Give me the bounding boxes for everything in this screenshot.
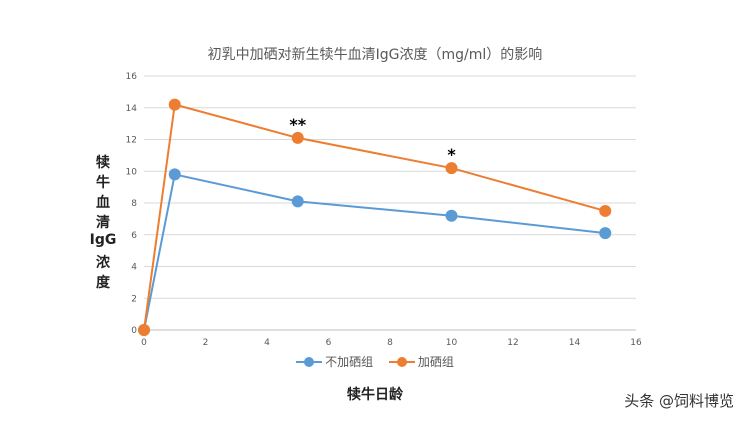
y-tick-label: 0: [131, 326, 137, 336]
y-tick-label: 6: [131, 231, 137, 241]
series-line-1: [143, 103, 606, 331]
data-point: [599, 227, 612, 240]
legend-label: 不加硒组: [325, 355, 374, 369]
watermark: 头条 @饲料博览: [624, 392, 734, 410]
y-axis-label-char: 牛: [96, 175, 110, 191]
x-tick-label: 14: [569, 338, 581, 348]
y-tick-label: 14: [126, 104, 138, 114]
legend-label: 加硒组: [417, 355, 454, 369]
y-tick-label: 10: [126, 167, 138, 177]
y-tick-label: 4: [131, 263, 137, 273]
y-axis-label-char: 浓: [96, 255, 110, 271]
x-tick-label: 2: [203, 338, 209, 348]
series-line-0: [143, 173, 606, 331]
legend-item: 不加硒组: [296, 353, 373, 370]
x-axis-label: 犊牛日龄: [347, 387, 403, 403]
y-axis-label-char: IgG: [89, 232, 117, 248]
y-axis-label-char: 犊: [96, 155, 110, 171]
significance-annotation: **: [289, 115, 306, 134]
significance-annotation: *: [447, 145, 456, 164]
y-tick-label: 2: [131, 294, 137, 304]
x-tick-label: 16: [630, 338, 642, 348]
legend: 不加硒组 加硒组: [0, 353, 750, 370]
data-point: [168, 98, 181, 111]
chart-title: 初乳中加硒对新生犊牛血清IgG浓度（mg/ml）的影响: [207, 47, 543, 63]
x-tick-label: 12: [507, 338, 518, 348]
y-axis-label-char: 血: [96, 195, 110, 211]
y-axis-label-char: 度: [96, 275, 110, 291]
x-tick-label: 10: [446, 338, 458, 348]
x-tick-label: 4: [264, 338, 270, 348]
data-point: [138, 324, 150, 336]
data-point: [445, 209, 458, 222]
y-tick-label: 12: [126, 136, 137, 146]
y-axis-label-char: 清: [96, 215, 110, 231]
legend-item: 加硒组: [388, 353, 454, 370]
data-point: [291, 195, 304, 208]
x-tick-label: 8: [387, 338, 393, 348]
x-tick-label: 0: [141, 338, 147, 348]
y-tick-label: 16: [126, 72, 138, 82]
data-point: [599, 204, 612, 217]
data-point: [291, 131, 304, 144]
legend-swatch-blue: [296, 356, 323, 367]
legend-swatch-orange: [388, 356, 415, 367]
y-tick-label: 8: [131, 199, 137, 209]
data-point: [445, 162, 458, 175]
x-tick-label: 6: [326, 338, 332, 348]
data-point: [168, 168, 181, 181]
